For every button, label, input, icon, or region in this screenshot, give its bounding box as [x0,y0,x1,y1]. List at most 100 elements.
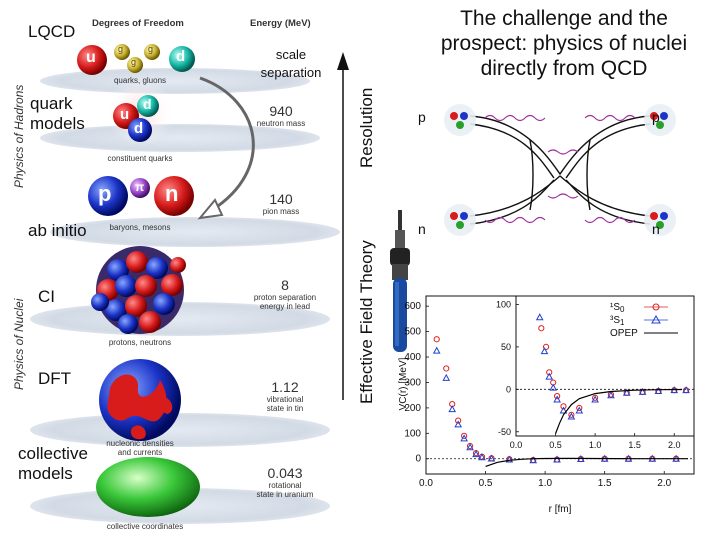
point-1s0 [568,411,575,418]
quark-u-letter: u [86,49,96,66]
resolution-arrow-head [337,52,349,70]
y-tick-label: 200 [404,403,421,414]
point-3s1 [466,443,474,451]
point-1s0 [560,403,567,410]
main-x-ticks: 0.0 0.5 1.0 1.5 2.0 [419,471,672,489]
feynman-p-in: p [418,109,426,125]
point-3s1 [622,388,631,396]
energy-value: 940 [269,103,293,119]
y-tick-label: -50 [498,427,511,437]
point-3s1 [553,455,561,463]
caption-quarks-gluons: quarks, gluons [113,76,167,85]
y-tick-label: 500 [404,327,421,338]
nn-interaction-diagram [444,104,676,236]
y-tick-label: 100 [404,428,421,439]
x-tick-label: 1.5 [628,440,641,450]
pion-letter: π [135,180,145,194]
constituent-d-letter-1: d [143,96,152,112]
point-3s1 [505,455,514,463]
y-axis-label: VC(r) [MeV] [398,357,409,410]
point-3s1 [448,405,457,413]
point-3s1 [460,434,468,442]
point-1s0 [443,365,450,372]
caption-constituent-quarks: constituent quarks [107,154,173,163]
energy-8: 8 proton separation energy in lead [240,277,330,312]
disc-baryons [50,217,340,247]
gluon-lines [484,114,636,224]
x-tick-label: 1.0 [538,478,552,489]
disc-constituent [40,124,320,152]
caption-collective-coordinates: collective coordinates [106,522,184,531]
ellipsoid-graphic [96,457,200,517]
caption-baryons-mesons: baryons, mesons [109,223,171,232]
y-tick-label: 0 [415,454,421,465]
feynman-n-out: n [652,221,660,237]
energy-label: vibrational state in tin [266,395,304,413]
series-line-opep [485,457,688,467]
legend-1s0-label: ¹S0 [610,302,625,314]
caption-nucleonic-densities: nucleonic densities and currents [106,439,174,457]
nucleon-clusters [444,104,676,236]
legend-opep-label: OPEP [610,328,638,339]
baryons-mesons-graphic [88,176,194,216]
point-1s0 [554,393,561,400]
hierarchy-panel: LQCD Degrees of Freedom Energy (MeV) Phy… [0,0,350,540]
inset-data-points [535,313,690,434]
ab-initio-label: ab initio [28,221,87,240]
density-graphic [99,359,181,441]
energy-value: 8 [281,277,289,293]
point-3s1 [529,456,538,464]
series-line-opep [555,388,683,434]
point-3s1 [545,372,554,380]
dft-label: DFT [38,369,72,388]
eft-label: Effective Field Theory [357,240,376,404]
x-tick-label: 0.5 [479,478,493,489]
x-tick-label: 2.0 [668,440,681,450]
scale-separation-arrow [199,76,255,212]
x-tick-label: 2.0 [657,478,671,489]
energy-value: 140 [269,191,293,207]
x-tick-label: 1.0 [589,440,602,450]
y-tick-label: 300 [404,377,421,388]
energy-label: rotational state in uranium [256,481,314,499]
inset-x-ticks: 0.0 0.5 1.0 1.5 2.0 [510,433,681,450]
x-tick-label: 1.5 [598,478,612,489]
proton-p-letter: p [98,181,112,206]
collective-models-label: collective models [18,444,88,483]
energy-label: neutron mass [256,119,306,128]
ci-label: CI [38,287,55,306]
legend-3s1-label: ³S1 [610,315,625,327]
point-1s0 [542,343,550,351]
caption-protons-neutrons: protons, neutrons [108,338,172,347]
main-y-ticks: 0 100 200 300 400 500 600 [404,301,429,465]
point-3s1 [682,386,690,394]
energy-1-12: 1.12 vibrational state in tin [240,379,330,414]
particle-graphics [77,44,255,517]
point-3s1 [575,406,584,414]
point-3s1 [535,313,544,321]
point-3s1 [540,347,549,355]
gluon-g-letter-3: g [148,44,154,54]
point-3s1 [454,420,463,428]
feynman-n-in: n [418,221,426,237]
legend-3s1-marker [651,314,661,324]
point-3s1 [487,454,496,462]
energy-value: 0.043 [267,465,303,481]
energy-value: 1.12 [271,379,299,395]
quark-models-label: quark models [30,94,85,133]
y-tick-label: 100 [496,299,511,309]
energy-140: 140 pion mass [246,191,316,217]
energy-label: proton separation energy in lead [253,293,317,311]
quarks-gluons-graphic [77,44,195,75]
point-3s1 [559,406,568,414]
y-tick-label: 600 [404,301,421,312]
energy-0-043: 0.043 rotational state in uranium [240,465,330,500]
lqcd-label: LQCD [28,22,76,41]
disc-densities [30,413,330,447]
point-1s0 [576,404,583,412]
y-tick-label: 0 [506,384,511,394]
x-tick-label: 0.5 [549,440,562,450]
degrees-of-freedom-header: Degrees of Freedom [92,18,184,29]
